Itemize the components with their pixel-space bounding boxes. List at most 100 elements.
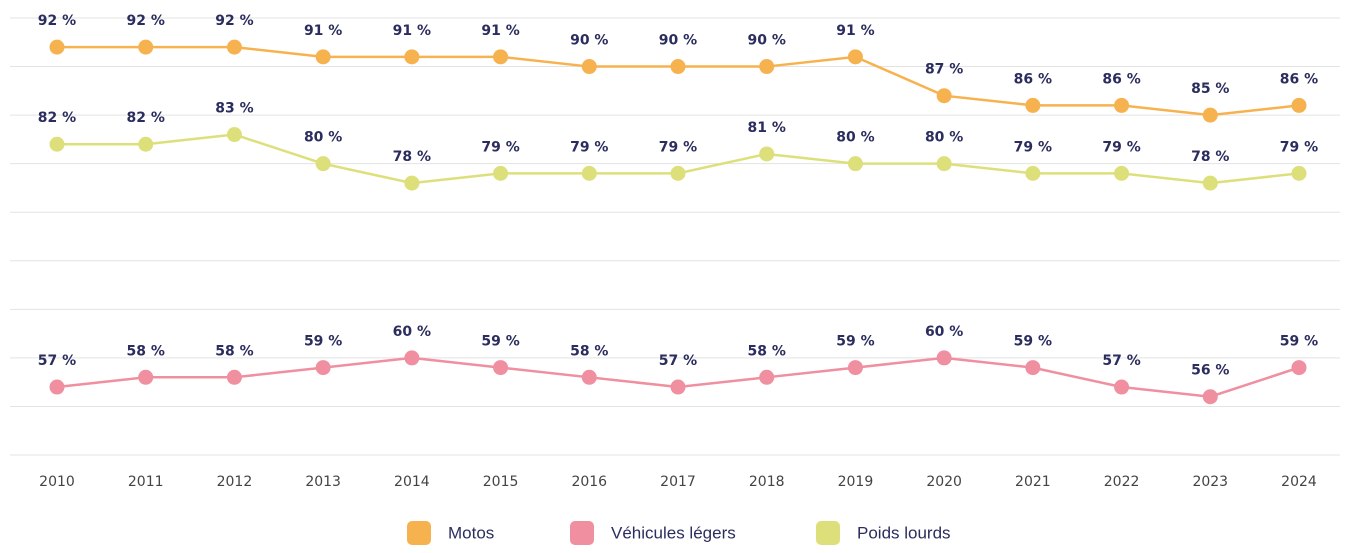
data-label: 86 %: [1280, 71, 1318, 87]
point: [581, 165, 597, 181]
data-label: 91 %: [393, 23, 431, 39]
point: [404, 49, 420, 65]
data-label: 78 %: [1191, 149, 1229, 165]
x-tick-label: 2023: [1192, 474, 1228, 490]
legend-label: Motos: [448, 523, 494, 542]
point: [138, 369, 154, 385]
legend-swatch: [570, 521, 594, 545]
data-label: 82 %: [38, 110, 76, 126]
data-label: 57 %: [38, 353, 76, 369]
data-label: 92 %: [215, 13, 253, 29]
point: [847, 156, 863, 172]
data-label: 87 %: [925, 62, 963, 78]
legend-swatch: [407, 521, 431, 545]
data-label: 80 %: [304, 130, 342, 146]
data-label: 90 %: [659, 33, 697, 49]
point: [1202, 389, 1218, 405]
point: [1291, 165, 1307, 181]
x-tick-label: 2016: [571, 474, 607, 490]
data-label: 58 %: [748, 343, 786, 359]
point: [1114, 165, 1130, 181]
point: [138, 136, 154, 152]
point: [936, 350, 952, 366]
data-label: 90 %: [748, 33, 786, 49]
point: [581, 59, 597, 75]
point: [315, 49, 331, 65]
data-label: 59 %: [1280, 334, 1318, 350]
point: [493, 49, 509, 65]
point: [670, 165, 686, 181]
x-tick-label: 2020: [926, 474, 962, 490]
data-label: 92 %: [127, 13, 165, 29]
point: [1025, 360, 1041, 376]
data-label: 59 %: [481, 334, 519, 350]
data-label: 82 %: [127, 110, 165, 126]
legend-label: Véhicules légers: [611, 523, 736, 542]
data-label: 78 %: [393, 149, 431, 165]
point: [1202, 175, 1218, 191]
point: [1114, 97, 1130, 113]
point: [1291, 360, 1307, 376]
data-label: 56 %: [1191, 363, 1229, 379]
point: [1025, 97, 1041, 113]
point: [759, 369, 775, 385]
data-label: 79 %: [570, 139, 608, 155]
point: [670, 59, 686, 75]
point: [1202, 107, 1218, 123]
point: [315, 156, 331, 172]
point: [759, 146, 775, 162]
data-label: 91 %: [481, 23, 519, 39]
data-label: 59 %: [836, 334, 874, 350]
data-label: 58 %: [215, 343, 253, 359]
point: [847, 49, 863, 65]
point: [404, 175, 420, 191]
point: [315, 360, 331, 376]
point: [581, 369, 597, 385]
point: [670, 379, 686, 395]
point: [759, 59, 775, 75]
data-label: 59 %: [1014, 334, 1052, 350]
data-label: 86 %: [1014, 71, 1052, 87]
data-label: 90 %: [570, 33, 608, 49]
x-tick-label: 2014: [394, 474, 430, 490]
point: [49, 379, 65, 395]
point: [493, 360, 509, 376]
data-label: 60 %: [925, 324, 963, 340]
point: [404, 350, 420, 366]
data-label: 80 %: [836, 130, 874, 146]
point: [49, 39, 65, 55]
legend-label: Poids lourds: [857, 523, 951, 542]
data-label: 80 %: [925, 130, 963, 146]
data-label: 85 %: [1191, 81, 1229, 97]
x-tick-label: 2011: [128, 474, 164, 490]
data-label: 58 %: [127, 343, 165, 359]
point: [1025, 165, 1041, 181]
x-tick-label: 2013: [305, 474, 341, 490]
x-tick-label: 2017: [660, 474, 696, 490]
data-label: 57 %: [659, 353, 697, 369]
x-tick-label: 2015: [483, 474, 519, 490]
point: [49, 136, 65, 152]
data-label: 60 %: [393, 324, 431, 340]
data-label: 59 %: [304, 334, 342, 350]
data-label: 79 %: [659, 139, 697, 155]
data-label: 91 %: [836, 23, 874, 39]
data-label: 57 %: [1102, 353, 1140, 369]
point: [936, 156, 952, 172]
data-label: 79 %: [1014, 139, 1052, 155]
point: [226, 127, 242, 143]
data-label: 79 %: [481, 139, 519, 155]
data-label: 91 %: [304, 23, 342, 39]
point: [138, 39, 154, 55]
data-label: 86 %: [1102, 71, 1140, 87]
point: [226, 369, 242, 385]
data-label: 79 %: [1280, 139, 1318, 155]
x-tick-label: 2019: [838, 474, 874, 490]
point: [1291, 97, 1307, 113]
x-tick-label: 2021: [1015, 474, 1051, 490]
point: [226, 39, 242, 55]
data-label: 79 %: [1102, 139, 1140, 155]
data-label: 58 %: [570, 343, 608, 359]
x-tick-label: 2010: [39, 474, 75, 490]
